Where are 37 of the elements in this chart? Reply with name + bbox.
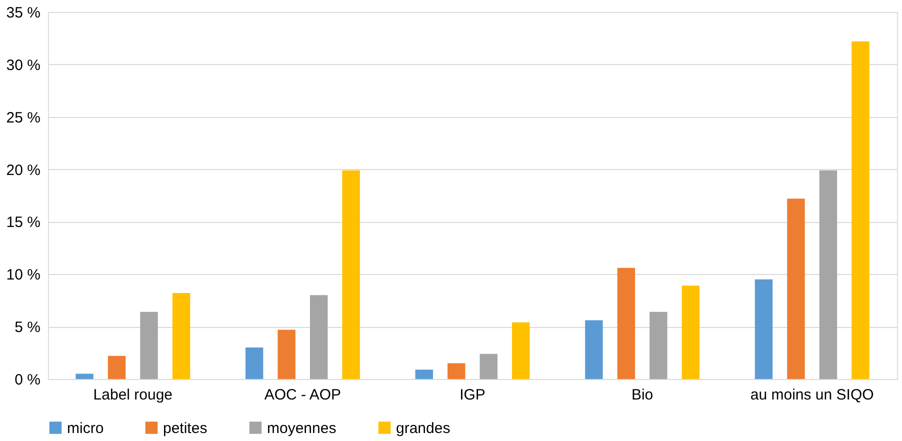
- y-tick-label: 0 %: [14, 372, 40, 388]
- bar: [754, 279, 773, 379]
- y-tick-label: 10 %: [6, 266, 40, 284]
- y-tick-label: 15 %: [6, 214, 40, 232]
- legend-label: moyennes: [267, 420, 336, 437]
- bar: [108, 356, 126, 379]
- legend-label: micro: [67, 420, 104, 437]
- bar: [480, 354, 498, 379]
- bar: [650, 312, 668, 379]
- bar: [245, 348, 264, 379]
- x-tick-label: au moins un SIQO: [750, 386, 874, 404]
- y-tick-label: 5 %: [14, 319, 40, 336]
- legend-label: grandes: [396, 420, 450, 437]
- y-tick-label: 30 %: [6, 56, 40, 74]
- x-tick-label: IGP: [460, 386, 486, 404]
- bar: [76, 374, 94, 379]
- legend-label: petites: [163, 420, 208, 437]
- bar: [852, 41, 870, 379]
- bar: [682, 286, 700, 379]
- x-tick-label: AOC - AOP: [264, 386, 342, 404]
- y-tick-label: 35 %: [6, 4, 40, 22]
- bar: [787, 198, 805, 379]
- bar: [140, 312, 158, 379]
- bar: [512, 322, 530, 379]
- x-tick-label: Bio: [631, 386, 654, 404]
- bar: [448, 363, 466, 379]
- bar: [415, 370, 434, 379]
- bar: [342, 170, 360, 379]
- y-tick-label: 25 %: [6, 109, 40, 126]
- bar: [278, 330, 296, 379]
- bar: [172, 293, 190, 379]
- bar: [310, 295, 328, 379]
- bar: [819, 170, 838, 379]
- x-tick-label: Label rouge: [93, 386, 173, 404]
- bar: [585, 320, 603, 379]
- bar: [617, 268, 636, 379]
- y-tick-label: 20 %: [6, 162, 40, 179]
